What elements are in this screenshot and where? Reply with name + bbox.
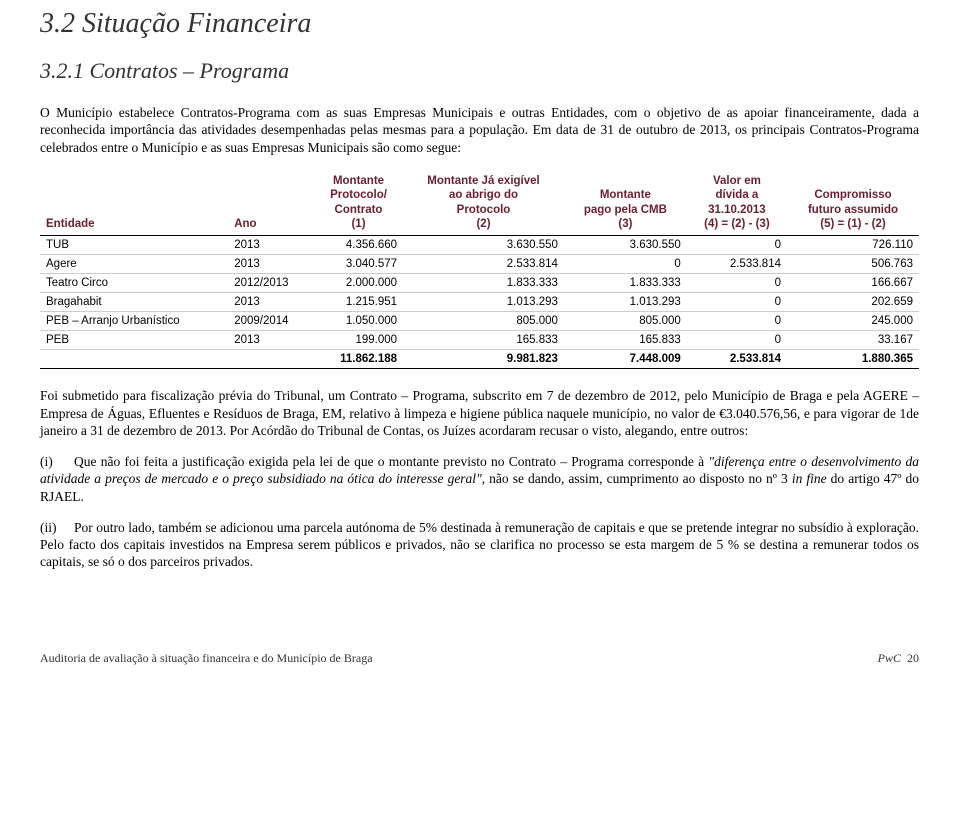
list-item-i: (i)Que não foi feita a justificação exig… — [40, 453, 919, 505]
table-row: Teatro Circo2012/20132.000.0001.833.3331… — [40, 274, 919, 293]
cell-ano: 2013 — [228, 236, 314, 255]
cell-ano: 2009/2014 — [228, 312, 314, 331]
cell-ano: 2013 — [228, 293, 314, 312]
cell-c6: 0 — [687, 331, 787, 350]
col-montante-contrato: Montante Protocolo/ Contrato (1) — [314, 170, 403, 236]
cell-c7: 202.659 — [787, 293, 919, 312]
footer-page-number: 20 — [907, 651, 919, 665]
cell-entidade: TUB — [40, 236, 228, 255]
roman-i: (i) — [40, 453, 74, 470]
cell-c3: 3.040.577 — [314, 255, 403, 274]
cell-c4: 1.013.293 — [403, 293, 564, 312]
cell-c4: 2.533.814 — [403, 255, 564, 274]
cell-entidade: PEB — [40, 331, 228, 350]
cell-c5: 0 — [564, 255, 687, 274]
table-row: Agere20133.040.5772.533.81402.533.814506… — [40, 255, 919, 274]
cell-c3: 2.000.000 — [314, 274, 403, 293]
cell-c6: 0 — [687, 312, 787, 331]
list-item-ii: (ii)Por outro lado, também se adicionou … — [40, 519, 919, 571]
col-valor-divida: Valor em dívida a 31.10.2013 (4) = (2) -… — [687, 170, 787, 236]
table-row: PEB2013199.000165.833165.833033.167 — [40, 331, 919, 350]
table-row: TUB20134.356.6603.630.5503.630.5500726.1… — [40, 236, 919, 255]
item-i-text-b: , não se dando, assim, cumprimento ao di… — [482, 471, 792, 486]
cell-c5: 805.000 — [564, 312, 687, 331]
cell-c6: 0 — [687, 293, 787, 312]
total-c6: 2.533.814 — [687, 350, 787, 369]
table-total-row: 11.862.1889.981.8237.448.0092.533.8141.8… — [40, 350, 919, 369]
page-footer: Auditoria de avaliação à situação financ… — [40, 651, 919, 666]
cell-c7: 726.110 — [787, 236, 919, 255]
cell-c5: 3.630.550 — [564, 236, 687, 255]
total-c4: 9.981.823 — [403, 350, 564, 369]
cell-c5: 1.013.293 — [564, 293, 687, 312]
col-compromisso: Compromisso futuro assumido (5) = (1) - … — [787, 170, 919, 236]
cell-ano: 2012/2013 — [228, 274, 314, 293]
cell-c3: 199.000 — [314, 331, 403, 350]
table-row: Bragahabit20131.215.9511.013.2931.013.29… — [40, 293, 919, 312]
cell-ano: 2013 — [228, 255, 314, 274]
cell-c7: 245.000 — [787, 312, 919, 331]
cell-c3: 4.356.660 — [314, 236, 403, 255]
footer-brand: PwC — [878, 651, 901, 665]
cell-c7: 33.167 — [787, 331, 919, 350]
col-montante-pago: Montante pago pela CMB (3) — [564, 170, 687, 236]
col-entidade: Entidade — [40, 170, 228, 236]
contracts-table: Entidade Ano Montante Protocolo/ Contrat… — [40, 170, 919, 370]
cell-c7: 506.763 — [787, 255, 919, 274]
cell-c7: 166.667 — [787, 274, 919, 293]
total-c5: 7.448.009 — [564, 350, 687, 369]
cell-entidade: PEB – Arranjo Urbanístico — [40, 312, 228, 331]
footer-left: Auditoria de avaliação à situação financ… — [40, 651, 373, 666]
cell-c5: 165.833 — [564, 331, 687, 350]
cell-c6: 2.533.814 — [687, 255, 787, 274]
cell-c4: 805.000 — [403, 312, 564, 331]
cell-entidade: Bragahabit — [40, 293, 228, 312]
cell-c4: 3.630.550 — [403, 236, 564, 255]
table-row: PEB – Arranjo Urbanístico2009/20141.050.… — [40, 312, 919, 331]
cell-c3: 1.050.000 — [314, 312, 403, 331]
cell-c3: 1.215.951 — [314, 293, 403, 312]
cell-c5: 1.833.333 — [564, 274, 687, 293]
cell-entidade: Teatro Circo — [40, 274, 228, 293]
intro-paragraph: O Município estabelece Contratos-Program… — [40, 104, 919, 156]
item-i-text-a: Que não foi feita a justificação exigida… — [74, 454, 708, 469]
cell-c4: 165.833 — [403, 331, 564, 350]
cell-c6: 0 — [687, 274, 787, 293]
item-ii-text: Por outro lado, também se adicionou uma … — [40, 520, 919, 570]
subsection-heading: 3.2.1 Contratos – Programa — [40, 58, 919, 84]
table-body: TUB20134.356.6603.630.5503.630.5500726.1… — [40, 236, 919, 369]
total-c7: 1.880.365 — [787, 350, 919, 369]
footer-right: PwC 20 — [878, 651, 919, 666]
col-montante-exigivel: Montante Já exigível ao abrigo do Protoc… — [403, 170, 564, 236]
total-c3: 11.862.188 — [314, 350, 403, 369]
roman-ii: (ii) — [40, 519, 74, 536]
section-heading: 3.2 Situação Financeira — [40, 8, 919, 40]
cell-c6: 0 — [687, 236, 787, 255]
in-fine: in fine — [792, 471, 827, 486]
cell-ano: 2013 — [228, 331, 314, 350]
paragraph-2: Foi submetido para fiscalização prévia d… — [40, 387, 919, 439]
col-ano: Ano — [228, 170, 314, 236]
cell-entidade: Agere — [40, 255, 228, 274]
document-page: 3.2 Situação Financeira 3.2.1 Contratos … — [0, 8, 959, 706]
cell-c4: 1.833.333 — [403, 274, 564, 293]
